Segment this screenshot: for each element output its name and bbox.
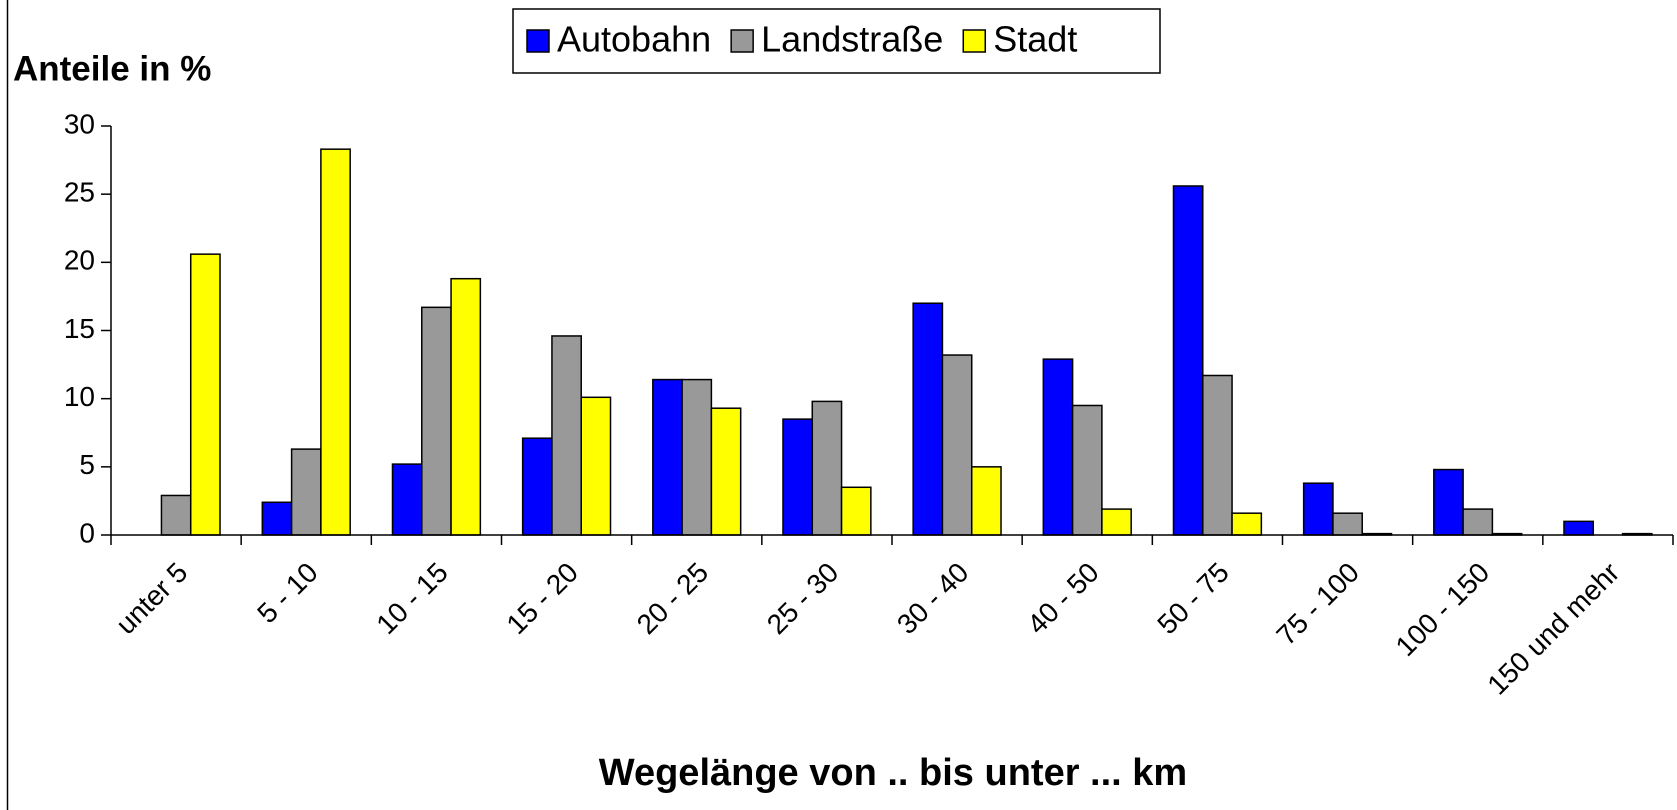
bar [1202,374,1233,536]
bar [782,418,814,536]
x-tick-label: 15 - 20 [500,557,584,641]
x-tick-label: 50 - 75 [1151,557,1235,641]
x-tick-label: unter 5 [110,557,194,641]
y-tick-label: 10 [64,381,95,412]
bar [521,437,553,536]
x-tick-label: 150 und mehr [1481,557,1625,701]
bar [1332,512,1363,536]
bar [1302,482,1334,536]
bar [840,486,872,536]
bar [652,378,683,536]
legend-label: Landstraße [761,19,943,60]
x-tick-label: 10 - 15 [370,557,454,641]
x-tick-label: 40 - 50 [1021,557,1105,641]
y-tick-label: 5 [79,449,95,480]
bar [1071,404,1103,536]
bar [1042,358,1074,536]
bar [391,463,423,536]
legend-swatch [730,29,754,53]
bar [1433,468,1464,536]
bar [450,277,482,536]
bar [320,148,351,536]
y-tick-label: 25 [64,177,95,208]
bar [261,501,293,536]
y-tick-label: 30 [64,108,95,139]
bar [1101,508,1132,536]
x-tick-label: 25 - 30 [761,557,845,641]
y-tick-label: 15 [64,313,95,344]
bar [421,306,452,536]
chart-title: Anteile in % [13,49,211,88]
bar [1231,512,1263,536]
legend [512,8,1161,74]
x-tick-label: 100 - 150 [1390,557,1496,663]
legend-swatch [526,29,550,53]
bar [681,378,713,536]
bar [1563,520,1595,536]
x-axis-label: Wegelänge von .. bis unter ... km [599,752,1187,794]
legend-label: Stadt [993,19,1077,60]
bar [811,400,843,536]
bar [189,253,221,536]
bar [160,494,192,536]
x-tick-label: 30 - 40 [891,557,975,641]
bar [1462,508,1494,536]
bar [290,448,322,536]
bar [710,407,742,536]
bar [941,354,973,536]
bar [970,466,1002,536]
x-tick-label: 75 - 100 [1270,557,1365,652]
bar [1172,185,1204,536]
legend-label: Autobahn [557,19,711,60]
bar [580,396,612,536]
bar [551,335,582,536]
legend-swatch [962,29,987,53]
bar [912,302,944,536]
y-tick-label: 20 [64,245,95,276]
y-tick-label: 0 [79,517,95,548]
x-tick-label: 5 - 10 [251,557,324,630]
x-tick-label: 20 - 25 [631,557,715,641]
